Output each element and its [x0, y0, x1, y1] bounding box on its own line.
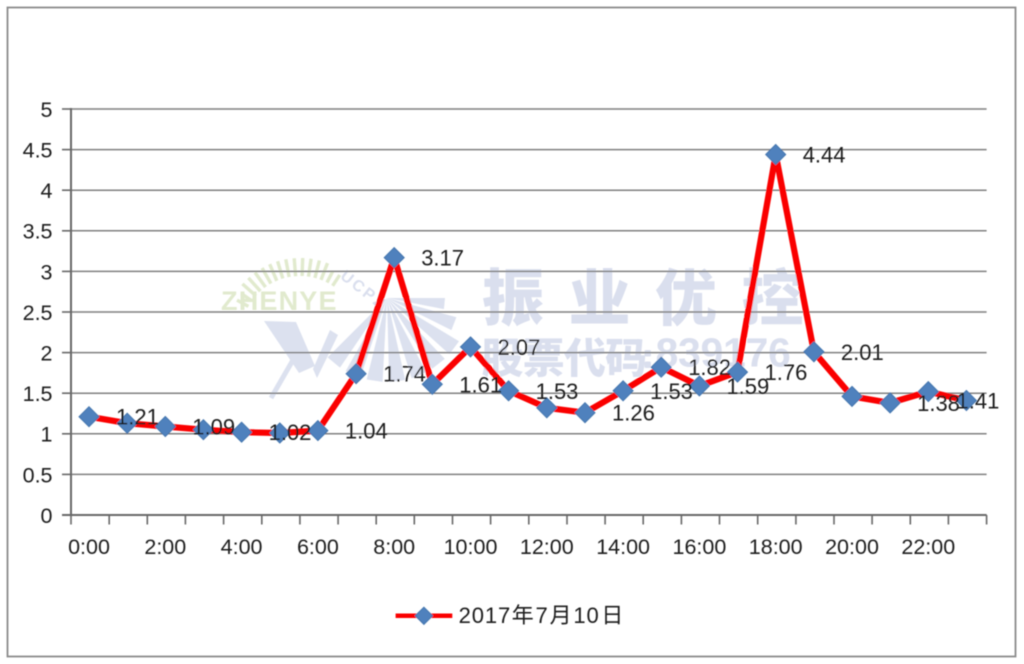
svg-text:10: 10 — [573, 603, 599, 628]
svg-text:2.5: 2.5 — [23, 301, 53, 325]
svg-text:0:00: 0:00 — [68, 535, 110, 559]
svg-text:3.5: 3.5 — [23, 220, 53, 244]
svg-text:1.53: 1.53 — [536, 379, 579, 404]
svg-text:2:00: 2:00 — [144, 535, 186, 559]
svg-text:1.61: 1.61 — [459, 372, 502, 397]
svg-text:22:00: 22:00 — [901, 535, 955, 559]
svg-text:1.53: 1.53 — [650, 379, 693, 404]
svg-text:2: 2 — [41, 342, 53, 366]
svg-text:12:00: 12:00 — [520, 535, 574, 559]
svg-text:2.07: 2.07 — [498, 335, 541, 360]
svg-text:4.5: 4.5 — [23, 139, 53, 163]
svg-text:6:00: 6:00 — [297, 535, 339, 559]
svg-text:ZHENYE: ZHENYE — [221, 286, 338, 316]
svg-text:1.59: 1.59 — [726, 374, 769, 399]
svg-text:1.76: 1.76 — [765, 360, 808, 385]
svg-text:5: 5 — [41, 98, 53, 122]
svg-text:1.41: 1.41 — [957, 389, 1000, 414]
svg-text:2017: 2017 — [459, 603, 512, 628]
svg-text:2.01: 2.01 — [841, 340, 884, 365]
svg-text:8:00: 8:00 — [373, 535, 415, 559]
svg-text:1.09: 1.09 — [192, 415, 235, 440]
svg-text:1.21: 1.21 — [116, 405, 159, 430]
svg-text:1.02: 1.02 — [269, 420, 312, 445]
svg-text:18:00: 18:00 — [749, 535, 803, 559]
svg-text:20:00: 20:00 — [825, 535, 879, 559]
svg-text:1.38: 1.38 — [917, 391, 960, 416]
svg-text:4.44: 4.44 — [803, 143, 846, 168]
svg-text:1.74: 1.74 — [383, 362, 426, 387]
svg-text:1: 1 — [41, 423, 53, 447]
svg-text:14:00: 14:00 — [596, 535, 650, 559]
svg-text:0: 0 — [41, 504, 53, 528]
svg-text:4:00: 4:00 — [221, 535, 263, 559]
svg-text:3.17: 3.17 — [421, 246, 464, 271]
svg-text:3: 3 — [41, 260, 53, 284]
svg-text:16:00: 16:00 — [672, 535, 726, 559]
svg-text:0.5: 0.5 — [23, 463, 53, 487]
svg-text:1.5: 1.5 — [23, 382, 53, 406]
svg-text:4: 4 — [41, 179, 53, 203]
svg-text:1.04: 1.04 — [345, 419, 388, 444]
svg-text:10:00: 10:00 — [444, 535, 498, 559]
svg-text:7: 7 — [536, 603, 548, 628]
svg-text:1.26: 1.26 — [612, 401, 655, 426]
svg-text:1.82: 1.82 — [688, 355, 731, 380]
